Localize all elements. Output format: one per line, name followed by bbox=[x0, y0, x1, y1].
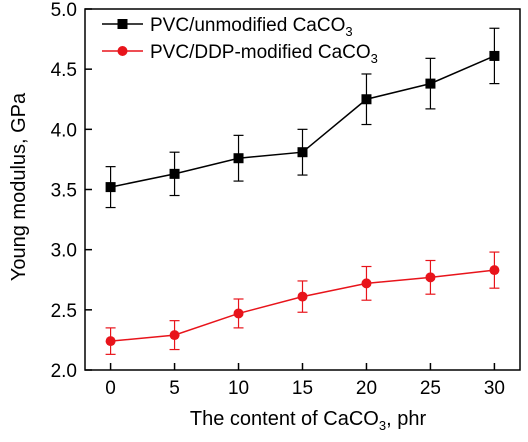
legend-label: PVC/unmodified CaCO3 bbox=[150, 15, 353, 39]
data-point bbox=[489, 50, 500, 61]
data-point bbox=[361, 94, 372, 105]
data-point bbox=[297, 147, 308, 158]
y-tick-label: 3.0 bbox=[51, 241, 77, 262]
y-tick-label: 5.0 bbox=[51, 0, 77, 21]
series-2 bbox=[105, 251, 500, 355]
legend-marker bbox=[117, 19, 128, 29]
legend-label-subscript: 3 bbox=[345, 24, 352, 39]
data-point bbox=[169, 330, 180, 341]
x-axis-label-suffix: , phr bbox=[386, 408, 426, 430]
x-tick-label: 0 bbox=[105, 378, 116, 399]
x-tick-label: 30 bbox=[484, 378, 505, 399]
x-axis-label-main: The content of CaCO bbox=[190, 408, 379, 430]
y-tick-label: 4.5 bbox=[51, 60, 77, 81]
series-1 bbox=[105, 27, 500, 209]
legend-item-2: PVC/DDP-modified CaCO3 bbox=[102, 42, 378, 66]
y-tick-label: 3.5 bbox=[51, 181, 77, 202]
x-axis-label: The content of CaCO3, phr bbox=[190, 408, 427, 433]
data-point bbox=[297, 291, 308, 302]
legend-label-main: PVC/unmodified CaCO bbox=[150, 15, 345, 36]
data-point bbox=[489, 265, 500, 276]
x-tick-label: 15 bbox=[292, 378, 313, 399]
plot-area bbox=[84, 8, 521, 371]
y-tick-label: 2.5 bbox=[51, 301, 77, 322]
legend-label-main: PVC/DDP-modified CaCO bbox=[150, 42, 371, 63]
data-point bbox=[425, 78, 436, 89]
data-point bbox=[233, 308, 244, 319]
legend-item-1: PVC/unmodified CaCO3 bbox=[102, 15, 353, 39]
data-point bbox=[233, 153, 244, 164]
y-axis: 2.0 2.5 3.0 3.5 4.0 4.5 5.0 bbox=[51, 0, 92, 382]
plot-border bbox=[84, 8, 521, 371]
series-layer bbox=[105, 27, 500, 355]
data-point bbox=[425, 272, 436, 283]
data-point bbox=[169, 168, 180, 179]
y-tick-label: 4.0 bbox=[51, 120, 77, 141]
legend-label-subscript: 3 bbox=[371, 51, 378, 66]
legend-marker bbox=[117, 46, 128, 56]
data-point bbox=[105, 336, 116, 347]
x-tick-label: 10 bbox=[228, 378, 249, 399]
y-tick-label: 2.0 bbox=[51, 361, 77, 382]
data-point bbox=[361, 278, 372, 289]
x-tick-label: 25 bbox=[420, 378, 441, 399]
data-point bbox=[105, 182, 116, 193]
x-tick-label: 5 bbox=[169, 378, 180, 399]
x-axis: 0 5 10 15 20 25 30 bbox=[105, 363, 505, 399]
y-axis-label: Young modulus, GPa bbox=[8, 92, 30, 281]
legend-label: PVC/DDP-modified CaCO3 bbox=[150, 42, 378, 66]
x-tick-label: 20 bbox=[356, 378, 377, 399]
x-axis-label-subscript: 3 bbox=[379, 418, 386, 433]
